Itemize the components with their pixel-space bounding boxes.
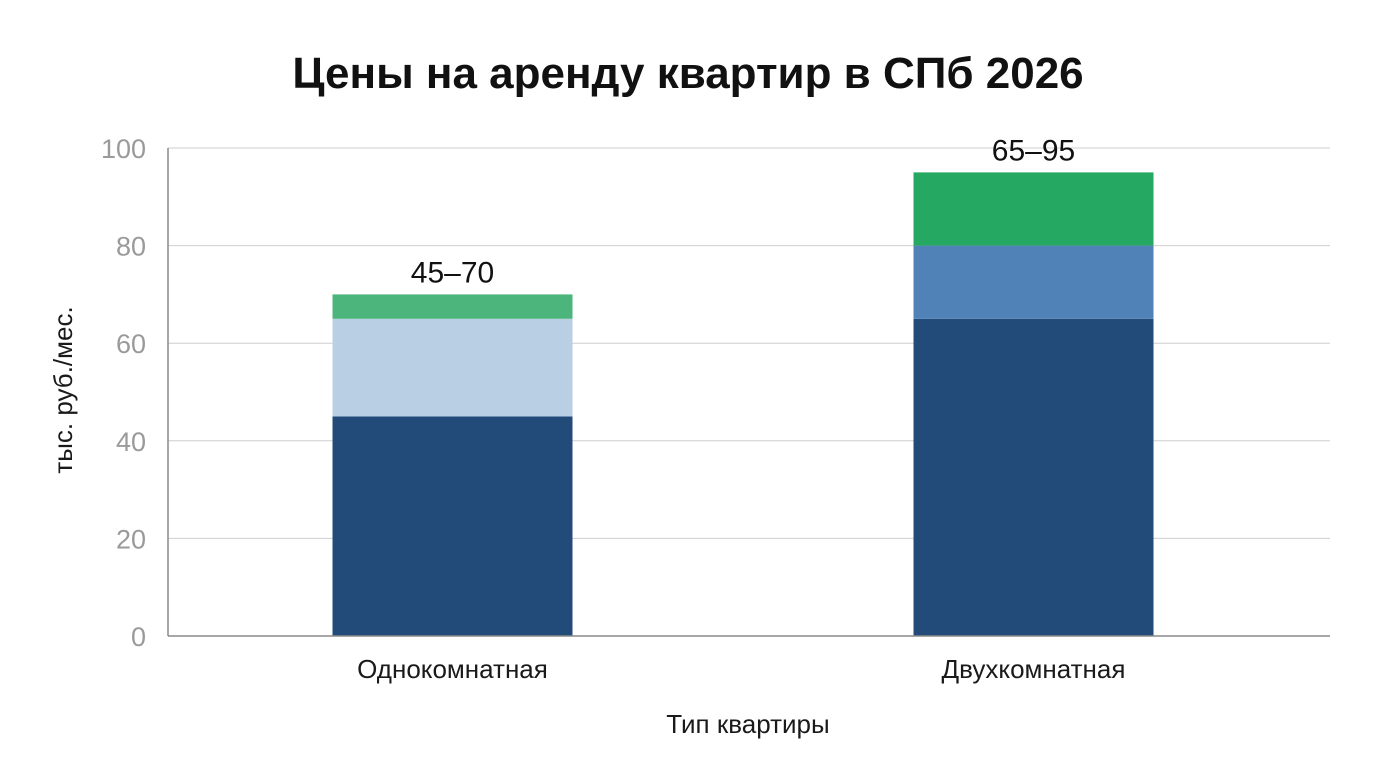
x-axis-title: Тип квартиры bbox=[666, 709, 829, 739]
x-category-label: Двухкомнатная bbox=[942, 654, 1126, 684]
bar-range-label: 45–70 bbox=[411, 256, 494, 289]
bars bbox=[332, 172, 1154, 636]
labels: 0 20 40 60 80 100 45–70 Однокомнатная 65–95 Двухк… bbox=[101, 134, 1126, 684]
y-tick-label: 100 bbox=[101, 134, 146, 164]
y-tick-label: 20 bbox=[116, 524, 146, 554]
axes bbox=[167, 148, 1330, 637]
bar-segment bbox=[913, 172, 1154, 246]
y-tick-label: 60 bbox=[116, 329, 146, 359]
bar-range-label: 65–95 bbox=[992, 134, 1075, 167]
bar-segment bbox=[332, 318, 573, 417]
bar-segment bbox=[332, 294, 573, 319]
chart-title: Цены на аренду квартир в СПб 2026 bbox=[292, 49, 1083, 98]
bar-segment bbox=[913, 245, 1154, 319]
x-category-label: Однокомнатная bbox=[357, 654, 548, 684]
y-tick-label: 0 bbox=[131, 622, 146, 652]
bar-segment bbox=[913, 318, 1154, 636]
bar-segment bbox=[332, 416, 573, 636]
y-tick-label: 80 bbox=[116, 232, 146, 262]
y-tick-label: 40 bbox=[116, 427, 146, 457]
y-axis-title: тыс. руб./мес. bbox=[48, 306, 78, 473]
